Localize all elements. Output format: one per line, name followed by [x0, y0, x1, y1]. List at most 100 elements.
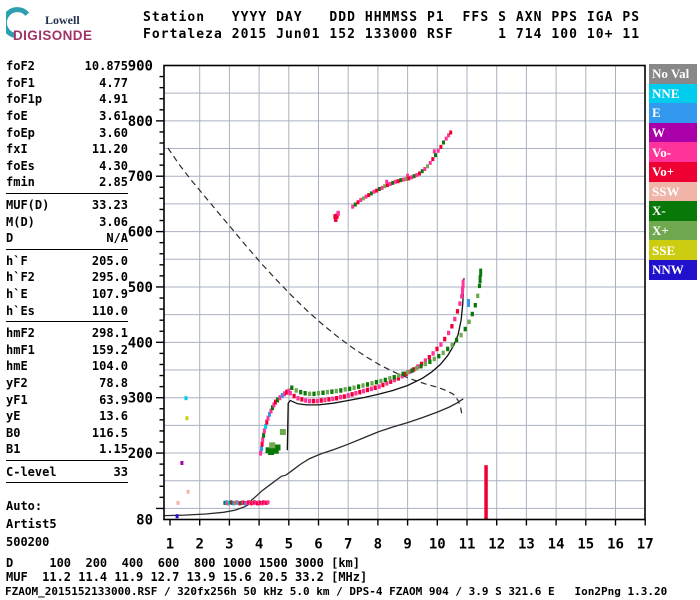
x-axis-tick-label: 8 [374, 537, 382, 553]
x-axis-tick-label: 7 [344, 537, 352, 553]
autoscaling-info: Auto: Artist5 500200 [6, 497, 128, 551]
legend-item-noval: No Val [649, 64, 697, 84]
parameter-row: foE 3.61 [6, 108, 128, 125]
parameter-label: hmF1 [6, 342, 35, 357]
parameter-label: foEs [6, 158, 35, 173]
parameter-label: fmin [6, 175, 35, 190]
parameter-section: foF2 10.875 foF1 4.77 foF1p 4.91 foE 3.61 foEp 3.… [6, 58, 128, 194]
parameter-label: yE [6, 409, 21, 424]
parameter-label: h`E [6, 287, 28, 302]
second-hop-trace [351, 130, 453, 209]
legend-label: No Val [652, 66, 690, 82]
parameter-section: C-level 33 [6, 464, 128, 484]
parameter-row: C-level 33 [6, 464, 128, 481]
parameter-label: yF2 [6, 375, 28, 390]
parameter-value: 107.9 [91, 287, 128, 302]
f-leading-green-blocks [265, 429, 286, 455]
parameter-value: 4.30 [99, 158, 128, 173]
parameter-value: N/A [106, 231, 128, 246]
parameter-row: foEs 4.30 [6, 158, 128, 175]
parameter-value: 10.875 [84, 59, 128, 74]
parameter-value: 295.0 [91, 270, 128, 285]
f-trace-x [290, 283, 482, 397]
y-axis-tick-label: 400 [128, 335, 153, 351]
legend-label: Vo+ [652, 164, 675, 180]
legend-item-nnw: NNW [649, 259, 697, 280]
autoscaling-line: Auto: [6, 499, 43, 514]
y-axis-tick-label: 600 [128, 225, 153, 241]
header-line-1: Station YYYY DAY DDD HHMMSS P1 FFS S AXN… [143, 10, 641, 25]
parameter-value: 298.1 [91, 326, 128, 341]
y-axis-tick-label: 500 [128, 280, 153, 296]
parameter-value: 104.0 [91, 359, 128, 374]
parameter-section: h`F 205.0 h`F2 295.0 h`E 107.9 h`Es 110.0 [6, 253, 128, 322]
x-axis-tick-label: 9 [403, 537, 411, 553]
parameter-label: foEp [6, 125, 35, 140]
y-axis-tick-label: 900 [128, 59, 153, 75]
parameter-label: h`F [6, 253, 28, 268]
legend-label: NNE [652, 85, 680, 101]
parameter-row: h`Es 110.0 [6, 302, 128, 319]
x-axis-tick-label: 4 [255, 537, 263, 553]
parameter-label: hmF2 [6, 326, 35, 341]
parameter-row: foF1 4.77 [6, 75, 128, 92]
x-axis-tick-label: 14 [548, 537, 565, 553]
parameter-label: h`Es [6, 303, 35, 318]
parameter-row: yE 13.6 [6, 408, 128, 425]
parameter-label: foF2 [6, 59, 35, 74]
legend-item-w: W [649, 122, 697, 143]
legend-item-vo-: Vo- [649, 142, 697, 162]
parameter-row: yF2 78.8 [6, 375, 128, 392]
lowell-digisonde-logo: Lowell DIGISONDE [4, 4, 134, 50]
logo-arc-icon [6, 7, 30, 38]
legend-item-x-: X- [649, 201, 697, 221]
parameter-value: 63.9 [99, 392, 128, 407]
parameter-label: h`F2 [6, 270, 35, 285]
parameter-row: hmF2 298.1 [6, 325, 128, 342]
logo-digisonde-text: DIGISONDE [13, 28, 93, 43]
f2-cusp-dashes [461, 268, 483, 307]
parameter-label: yF1 [6, 392, 28, 407]
parameter-row: fxI 11.20 [6, 141, 128, 158]
parameter-row: fmin 2.85 [6, 174, 128, 191]
footer-file-line: FZAOM_2015152133000.RSF / 320fx256h 50 k… [5, 585, 668, 598]
autoscaling-line: Artist5 [6, 517, 57, 532]
legend-item-x+: X+ [649, 220, 697, 241]
parameter-label: hmE [6, 359, 28, 374]
parameter-row: D N/A [6, 230, 128, 247]
noise-dots [175, 396, 190, 519]
x-axis-tick-label: 16 [607, 537, 624, 553]
logo-lowell-text: Lowell [45, 13, 80, 27]
parameter-value: 1.15 [99, 442, 128, 457]
x-axis-tick-label: 2 [195, 537, 203, 553]
parameter-row: h`E 107.9 [6, 286, 128, 303]
x-axis-tick-label: 3 [225, 537, 233, 553]
parameter-row: foEp 3.60 [6, 124, 128, 141]
parameter-value: 116.5 [91, 425, 128, 440]
parameter-row: hmE 104.0 [6, 358, 128, 375]
legend-item-ssw: SSW [649, 181, 697, 202]
parameter-label: D [6, 231, 14, 246]
parameter-panel: foF2 10.875 foF1 4.77 foF1p 4.91 foE 3.61 foEp 3.… [6, 58, 128, 551]
parameter-value: 205.0 [91, 253, 128, 268]
y-axis-tick-label: 800 [128, 114, 153, 130]
parameter-label: foE [6, 109, 28, 124]
interference-bar [484, 465, 488, 520]
es-trace [223, 500, 270, 506]
footer-d-row: D 100 200 400 600 800 1000 1500 3000 [km… [6, 556, 361, 570]
x-axis-tick-label: 10 [429, 537, 446, 553]
parameter-row: MUF(D) 33.23 [6, 197, 128, 214]
parameter-row: h`F 205.0 [6, 253, 128, 270]
x-axis-tick-label: 1 [166, 537, 174, 553]
true-height-profile [164, 398, 464, 517]
legend-label: SSW [652, 183, 680, 199]
legend-label: X- [652, 203, 666, 219]
autoscaling-line: 500200 [6, 535, 50, 550]
parameter-value: 3.06 [99, 214, 128, 229]
parameter-row: h`F2 295.0 [6, 269, 128, 286]
parameter-row: hmF1 159.2 [6, 342, 128, 359]
parameter-row: foF2 10.875 [6, 58, 128, 75]
legend-item-sse: SSE [649, 240, 697, 260]
